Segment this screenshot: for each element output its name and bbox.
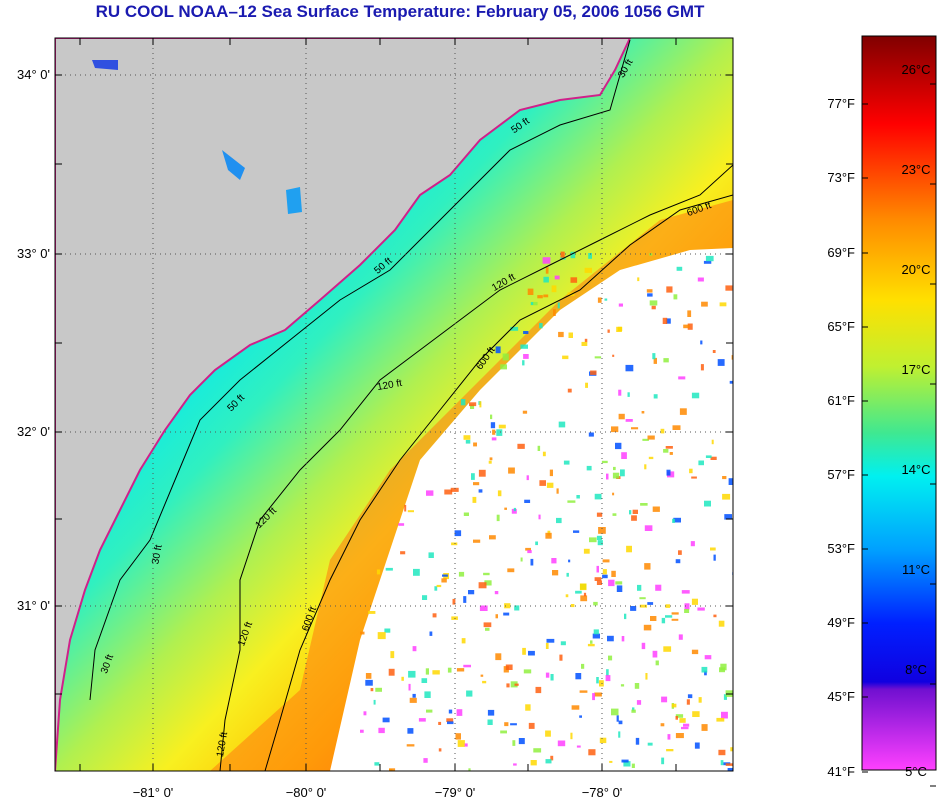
celsius-label: 5°C [905, 764, 927, 779]
longitude-label: −79° 0' [435, 785, 476, 800]
bathymetry-contours [89, 39, 733, 771]
latitude-label: 32° 0' [17, 424, 50, 439]
contour-label: 120 ft [376, 378, 403, 393]
celsius-label: 17°C [901, 362, 930, 377]
celsius-label: 26°C [901, 62, 930, 77]
map-panel [55, 38, 733, 771]
latitude-labels: 34° 0' 33° 0' 32° 0' 31° 0' [17, 67, 50, 613]
fahrenheit-label: 49°F [827, 615, 855, 630]
longitude-label: −80° 0' [286, 785, 327, 800]
longitude-label: −78° 0' [582, 785, 623, 800]
fahrenheit-label: 61°F [827, 393, 855, 408]
celsius-label: 23°C [901, 162, 930, 177]
celsius-label: 14°C [901, 462, 930, 477]
colorbar-ticks [862, 83, 936, 787]
cloud-mask [330, 248, 733, 771]
map-title: RU COOL NOAA–12 Sea Surface Temperature:… [95, 2, 705, 21]
longitude-labels: −81° 0' −80° 0' −79° 0' −78° 0' [133, 785, 623, 800]
fahrenheit-label: 65°F [827, 319, 855, 334]
celsius-label: 20°C [901, 262, 930, 277]
fahrenheit-label: 57°F [827, 467, 855, 482]
celsius-label: 11°C [902, 562, 930, 577]
latitude-label: 33° 0' [17, 246, 50, 261]
fahrenheit-label: 77°F [827, 96, 855, 111]
map-frame [54, 37, 734, 772]
contour-label: 30 ft [150, 544, 164, 565]
latitude-label: 34° 0' [17, 67, 50, 82]
fahrenheit-label: 45°F [827, 689, 855, 704]
axis-ticks [55, 38, 733, 771]
colorbar-celsius-labels: 26°C 23°C 20°C 17°C 14°C 11°C 8°C 5°C [901, 62, 930, 779]
inland-lake [222, 150, 245, 180]
colorbar-fahrenheit-labels: 77°F 73°F 69°F 65°F 61°F 57°F 53°F 49°F 45°F 41°F [827, 96, 855, 779]
inland-lake [92, 60, 118, 70]
latitude-label: 31° 0' [17, 598, 50, 613]
graticule [55, 38, 733, 771]
fahrenheit-label: 53°F [827, 541, 855, 556]
contour-label: 120 ft [215, 731, 230, 758]
longitude-label: −81° 0' [133, 785, 174, 800]
colorbar [861, 35, 937, 771]
fahrenheit-label: 41°F [827, 764, 855, 779]
fahrenheit-label: 73°F [827, 170, 855, 185]
inland-lake [286, 187, 302, 214]
celsius-label: 8°C [905, 662, 927, 677]
cloud-speckle [360, 251, 733, 771]
land-mass [55, 38, 632, 771]
fahrenheit-label: 69°F [827, 245, 855, 260]
